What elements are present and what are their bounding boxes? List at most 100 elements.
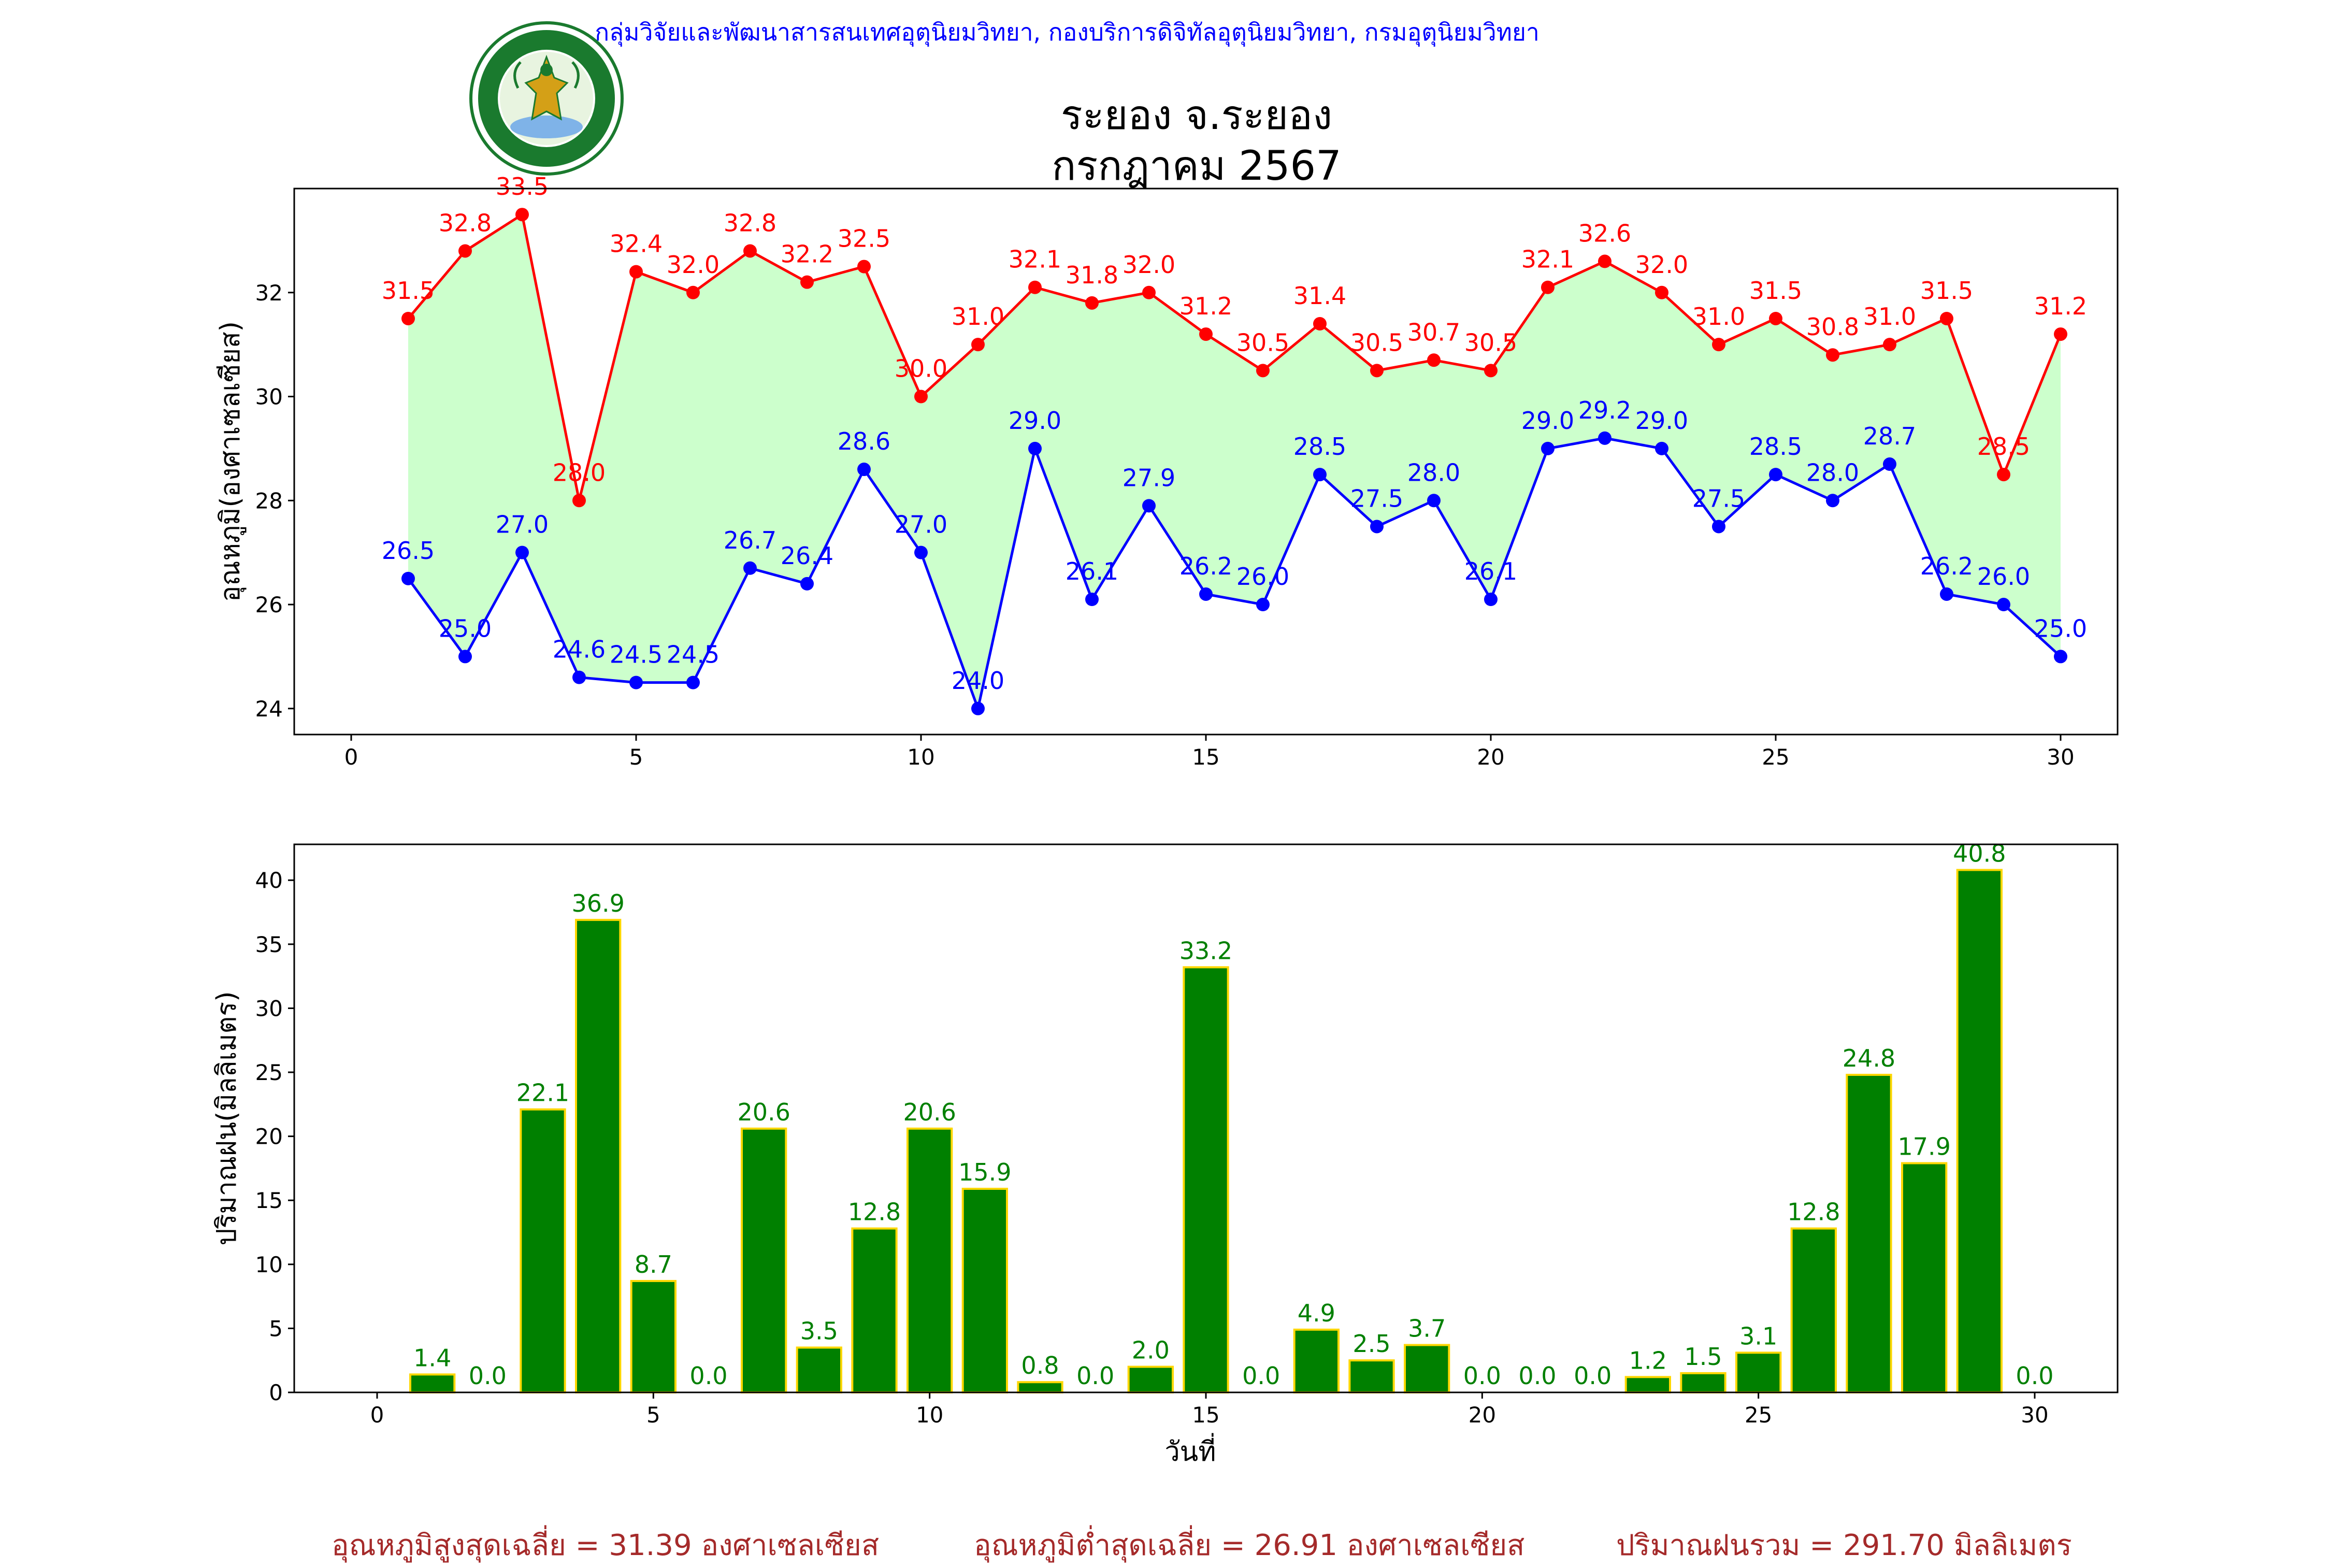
min-temp-label: 29.2 xyxy=(1578,396,1631,424)
max-temp-point xyxy=(800,275,814,289)
rainfall-bar xyxy=(961,1187,1008,1394)
min-temp-point xyxy=(515,545,529,559)
y-tick-label: 24 xyxy=(255,696,283,722)
rainfall-value-label: 0.0 xyxy=(1463,1362,1501,1390)
min-temp-point xyxy=(2054,650,2067,664)
max-temp-label: 32.0 xyxy=(1123,251,1175,279)
rainfall-bar xyxy=(1846,1073,1892,1394)
max-temp-label: 30.5 xyxy=(1464,328,1517,356)
max-temp-point xyxy=(971,338,985,352)
min-temp-point xyxy=(743,561,757,575)
max-temp-label: 30.8 xyxy=(1806,313,1859,341)
min-temp-point xyxy=(1541,441,1555,455)
rainfall-value-label: 0.0 xyxy=(1242,1362,1280,1390)
max-temp-label: 32.1 xyxy=(1521,246,1574,274)
min-temp-label: 28.6 xyxy=(838,427,890,455)
max-temp-label: 28.0 xyxy=(553,458,606,486)
min-temp-label: 26.7 xyxy=(724,526,776,554)
max-temp-point xyxy=(629,265,643,279)
min-temp-point xyxy=(572,670,586,684)
max-temp-point xyxy=(1085,296,1099,310)
x-tick-label: 15 xyxy=(1192,744,1219,770)
max-temp-point xyxy=(1142,285,1156,299)
min-temp-point xyxy=(1427,494,1441,508)
rainfall-value-label: 12.8 xyxy=(1787,1198,1840,1226)
max-temp-label: 30.0 xyxy=(895,355,947,383)
min-temp-point xyxy=(629,675,643,689)
min-temp-point xyxy=(971,701,985,715)
temperature-y-axis-label: อุณหภูมิ(องศาเซลเซียส) xyxy=(215,321,247,602)
rainfall-x-axis-label: วันที่ xyxy=(1164,1433,1216,1468)
x-tick-label: 20 xyxy=(1469,1402,1496,1428)
min-temp-point xyxy=(458,650,472,664)
max-temp-label: 32.4 xyxy=(610,230,663,258)
rainfall-value-label: 3.5 xyxy=(800,1317,838,1345)
rainfall-bar xyxy=(1293,1328,1340,1393)
min-temp-label: 27.0 xyxy=(496,511,549,539)
min-temp-point xyxy=(914,545,928,559)
rainfall-value-label: 3.7 xyxy=(1408,1315,1446,1343)
y-tick-label: 25 xyxy=(255,1060,283,1085)
avg-min-temperature: อุณหภูมิต่ำสุดเฉลี่ย = 26.91 องศาเซลเซีย… xyxy=(974,1529,1525,1562)
rainfall-bar xyxy=(1404,1344,1450,1393)
rainfall-value-label: 0.0 xyxy=(1076,1362,1114,1390)
rainfall-value-label: 0.0 xyxy=(1574,1362,1611,1390)
max-temp-point xyxy=(1313,317,1327,330)
min-temp-point xyxy=(1370,520,1384,534)
avg-max-temperature: อุณหภูมิสูงสุดเฉลี่ย = 31.39 องศาเซลเซีย… xyxy=(332,1529,880,1562)
max-temp-label: 31.0 xyxy=(1863,303,1916,330)
rainfall-bar xyxy=(1183,966,1229,1394)
rainfall-y-axis-label: ปริมาณฝน(มิลลิเมตร) xyxy=(211,991,242,1245)
min-temp-label: 27.9 xyxy=(1123,464,1175,492)
min-temp-point xyxy=(1769,468,1782,482)
rainfall-bar xyxy=(630,1279,677,1393)
min-temp-point xyxy=(1712,520,1725,534)
rainfall-value-label: 36.9 xyxy=(571,889,624,917)
max-temp-point xyxy=(401,311,415,325)
rainfall-value-label: 22.1 xyxy=(516,1079,569,1107)
rainfall-bar xyxy=(741,1127,787,1393)
min-temp-point xyxy=(1142,499,1156,513)
max-temp-point xyxy=(914,390,928,404)
min-temp-label: 28.5 xyxy=(1293,433,1346,461)
rainfall-value-label: 0.0 xyxy=(2016,1362,2053,1390)
y-tick-label: 32 xyxy=(255,280,283,306)
min-temp-label: 27.5 xyxy=(1692,484,1745,512)
total-rainfall: ปริมาณฝนรวม = 291.70 มิลลิเมตร xyxy=(1616,1529,2072,1562)
min-temp-point xyxy=(686,675,700,689)
max-temp-point xyxy=(1256,364,1270,378)
rainfall-value-label: 2.0 xyxy=(1132,1336,1170,1364)
x-tick-label: 0 xyxy=(344,744,358,770)
min-temp-label: 26.2 xyxy=(1920,552,1973,580)
rainfall-value-label: 8.7 xyxy=(635,1250,672,1278)
max-temp-label: 32.0 xyxy=(1635,251,1688,279)
x-tick-label: 30 xyxy=(2021,1402,2048,1428)
min-temp-point xyxy=(1598,431,1611,445)
y-tick-label: 30 xyxy=(255,384,283,410)
min-temp-label: 24.5 xyxy=(610,641,663,669)
rainfall-bar xyxy=(1790,1227,1837,1394)
y-tick-label: 35 xyxy=(255,932,283,957)
max-temp-point xyxy=(458,244,472,258)
rainfall-bar xyxy=(1127,1365,1174,1394)
rainfall-bar xyxy=(1624,1376,1672,1393)
x-tick-label: 10 xyxy=(916,1402,943,1428)
min-temp-label: 25.0 xyxy=(2034,614,2087,642)
min-temp-point xyxy=(1997,598,2010,612)
max-temp-point xyxy=(1028,280,1042,294)
max-temp-point xyxy=(1484,364,1498,378)
min-temp-label: 24.0 xyxy=(952,667,1004,695)
max-temp-label: 31.5 xyxy=(1749,277,1802,305)
x-tick-label: 20 xyxy=(1477,744,1504,770)
min-temp-label: 27.5 xyxy=(1350,484,1403,512)
min-temp-label: 24.6 xyxy=(553,636,606,664)
max-temp-point xyxy=(686,285,700,299)
max-temp-label: 30.5 xyxy=(1236,328,1289,356)
min-temp-label: 26.4 xyxy=(781,542,833,570)
min-temp-point xyxy=(1883,457,1896,471)
min-temp-label: 28.0 xyxy=(1407,458,1460,486)
y-tick-label: 28 xyxy=(255,488,283,513)
max-temp-label: 32.8 xyxy=(439,209,492,237)
x-tick-label: 15 xyxy=(1192,1402,1219,1428)
max-temp-label: 32.8 xyxy=(724,209,776,237)
